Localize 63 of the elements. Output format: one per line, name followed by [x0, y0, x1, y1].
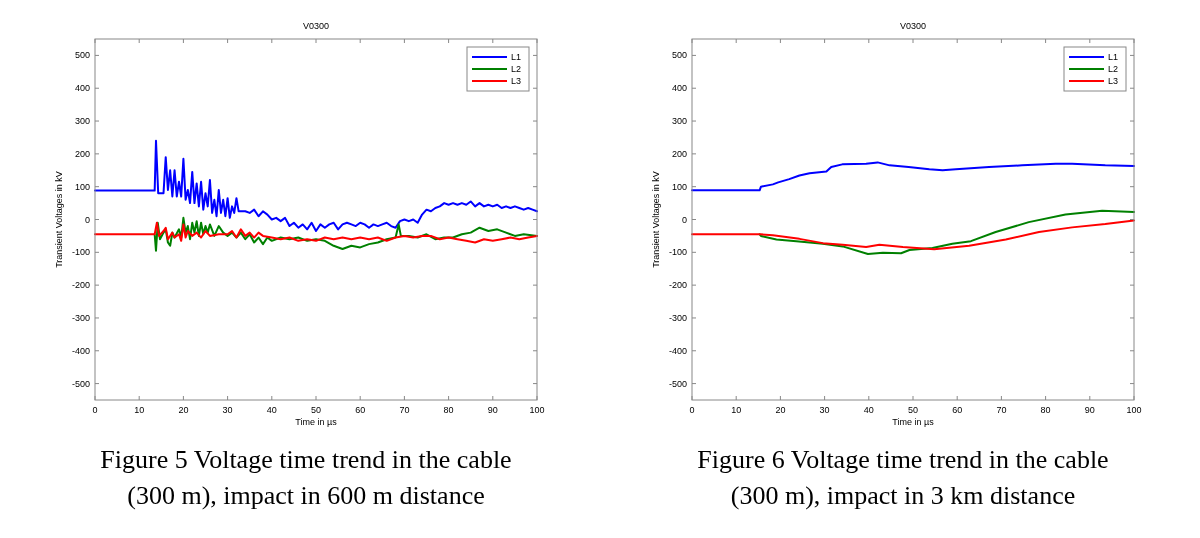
x-tick-label: 90: [487, 405, 498, 415]
x-tick-label: 80: [1040, 405, 1051, 415]
y-tick-label: -100: [668, 247, 687, 258]
x-tick-label: 60: [355, 405, 366, 415]
x-tick-label: 10: [731, 405, 742, 415]
y-tick-label: 300: [671, 116, 687, 127]
y-tick-label: 200: [74, 148, 90, 159]
y-tick-label: -200: [71, 280, 90, 291]
y-tick-label: -500: [668, 378, 687, 389]
x-tick-label: 0: [92, 405, 98, 415]
y-tick-label: -300: [668, 312, 687, 323]
line-series: [94, 139, 538, 232]
y-axis-title: Transient Voltages in kV: [54, 171, 64, 268]
y-tick-label: -200: [668, 280, 687, 291]
x-tick-label: 20: [775, 405, 786, 415]
x-tick-label: 10: [134, 405, 145, 415]
chart-title: V0300: [302, 21, 330, 31]
x-tick-label: 40: [863, 405, 874, 415]
y-tick-label: -300: [71, 312, 90, 323]
x-axis-title: Time in µs: [295, 417, 338, 427]
x-tick-label: 40: [266, 405, 277, 415]
caption: Figure 5 Voltage time trend in the cable (300 m), impact in 600 m distance: [100, 445, 512, 510]
y-tick-label: -500: [71, 378, 90, 389]
y-tick-label: 300: [74, 116, 90, 127]
x-tick-label: 70: [399, 405, 410, 415]
line-series: [691, 161, 1135, 192]
x-tick-label: 50: [310, 405, 322, 415]
x-tick-label: 90: [1084, 405, 1095, 415]
y-tick-label: 100: [74, 181, 90, 192]
legend-label: L2: [1108, 64, 1119, 74]
line-series: [94, 221, 538, 244]
y-tick-label: -400: [71, 345, 90, 356]
x-tick-label: 30: [222, 405, 233, 415]
y-axis-title: Transient Voltages in kV: [651, 171, 661, 268]
y-tick-label: 400: [74, 83, 90, 94]
chart-title: V0300: [899, 21, 927, 31]
legend-label: L2: [511, 64, 522, 74]
x-tick-label: 20: [178, 405, 189, 415]
x-tick-label: 100: [529, 405, 545, 415]
y-tick-label: -100: [71, 247, 90, 258]
y-tick-label: 0: [681, 214, 687, 225]
y-tick-label: 100: [671, 181, 687, 192]
y-tick-label: 500: [671, 50, 687, 61]
line-series: [758, 209, 1135, 255]
x-tick-label: 60: [952, 405, 963, 415]
x-axis-title: Time in µs: [892, 417, 935, 427]
caption: Figure 6 Voltage time trend in the cable (300 m), impact in 3 km distance: [697, 445, 1109, 510]
x-tick-label: 70: [996, 405, 1007, 415]
x-tick-label: 30: [819, 405, 830, 415]
legend-label: L1: [511, 52, 522, 62]
y-tick-label: -400: [668, 345, 687, 356]
y-tick-label: 400: [671, 83, 687, 94]
x-tick-label: 0: [689, 405, 695, 415]
legend-label: L3: [1108, 76, 1119, 86]
x-tick-label: 80: [443, 405, 454, 415]
y-tick-label: 0: [84, 214, 90, 225]
legend-label: L1: [1108, 52, 1119, 62]
x-tick-label: 100: [1126, 405, 1142, 415]
legend-label: L3: [511, 76, 522, 86]
y-tick-label: 200: [671, 148, 687, 159]
line-series: [691, 219, 1135, 251]
y-tick-label: 500: [74, 50, 90, 61]
x-tick-label: 50: [907, 405, 919, 415]
